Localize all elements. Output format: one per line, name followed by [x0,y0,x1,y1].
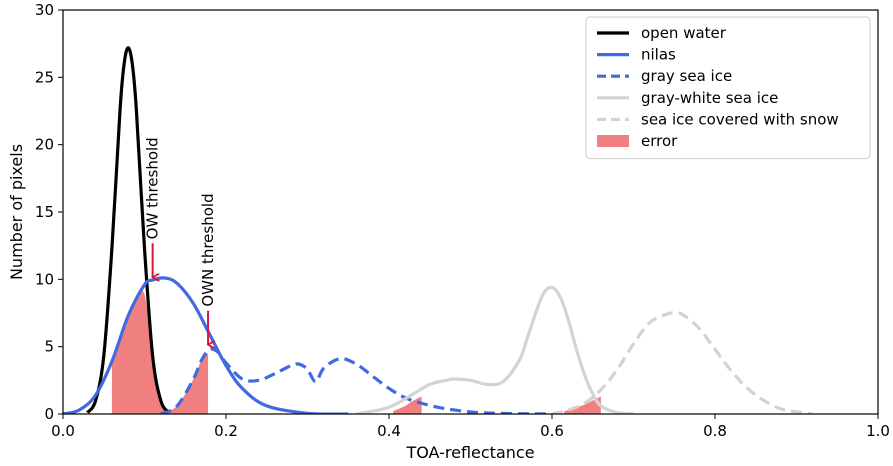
error-areas [111,290,601,414]
series-line-open-water [86,46,171,414]
series-line-gray-white-sea-ice [356,285,634,414]
legend-box [585,16,871,160]
legend-label-open-water: open water [641,24,727,42]
legend-label-nilas: nilas [641,46,676,64]
y-tick-label: 25 [35,68,54,86]
x-tick-label: 0.6 [540,422,564,440]
annotation-text-1: OW threshold [144,137,162,239]
y-tick-label: 20 [35,136,54,154]
y-tick-label: 30 [35,1,54,19]
axes: 0.0 0.2 0.4 0.6 0.8 1.0 0 5 10 15 20 25 30 [35,1,890,440]
legend: open water nilas gray sea ice gray-white se… [585,16,871,160]
error-area-1 [111,290,198,414]
series-lines [63,46,813,414]
annotation-text-2: OWN threshold [199,193,217,306]
legend-label-error: error [641,132,678,150]
y-tick-label: 10 [35,270,54,288]
legend-label-gray-white-sea-ice: gray-white sea ice [641,89,778,107]
y-tick-label: 15 [35,203,54,221]
series-line-nilas [63,276,349,414]
series-line-gray-sea-ice [160,347,553,414]
x-tick-label: 0.2 [214,422,238,440]
x-tick-label: 1.0 [866,422,890,440]
y-axis-label: Number of pixels [7,144,26,280]
x-tick-label: 0.8 [703,422,727,440]
x-tick-label: 0.4 [377,422,401,440]
error-area-2 [160,353,209,414]
y-tick-label: 0 [44,405,54,423]
y-tick-label: 5 [44,338,54,356]
legend-label-sea-ice-covered-with-snow: sea ice covered with snow [641,110,839,128]
legend-label-gray-sea-ice: gray sea ice [641,67,732,85]
series-line-sea-ice-covered-with-snow [551,311,813,414]
annotations: OW threshold OWN threshold [144,137,217,344]
legend-swatch-error [597,135,629,147]
x-axis-label: TOA-reflectance [405,443,534,462]
x-tick-label: 0.0 [51,422,75,440]
error-area-3 [393,396,422,414]
